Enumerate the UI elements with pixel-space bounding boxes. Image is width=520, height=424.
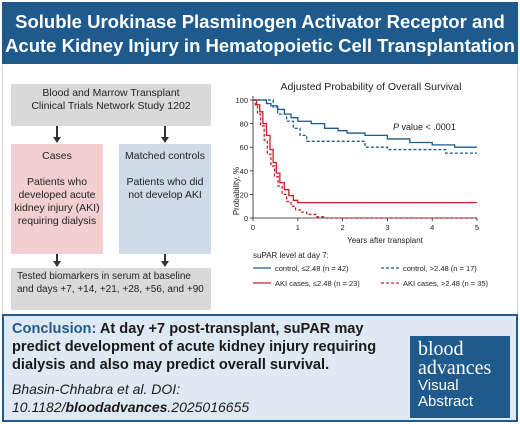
p-value-italic: P <box>393 122 399 132</box>
cases-box: Cases Patients who developed acute kidne… <box>11 144 103 254</box>
brand-line-1: blood <box>418 338 464 360</box>
citation: Bhasin-Chhabra et al. DOI: 10.1182/blood… <box>12 380 412 416</box>
x-tick-label: 0 <box>251 223 255 232</box>
y-tick-label: 40 <box>240 167 248 176</box>
cases-body: Patients who developed acute kidney inju… <box>14 176 100 227</box>
cases-heading: Cases <box>42 150 72 162</box>
arrow-study-controls-head <box>161 137 169 143</box>
arrow-controls-biomarkers-stem <box>164 254 166 262</box>
arrow-cases-biomarkers-head <box>53 261 61 267</box>
blood-advances-logo: blood advances Visual Abstract <box>410 336 510 418</box>
study-line-2: Clinical Trials Network Study 1202 <box>31 100 191 112</box>
legend-title: suPAR level at day 7: <box>253 251 329 260</box>
x-tick-label: 4 <box>430 223 434 232</box>
chart-title: Adjusted Probability of Overall Survival <box>281 81 462 93</box>
legend-label-4: AKI cases, >2.48 (n = 35) <box>403 279 489 288</box>
conclusion-body: At day +7 post-transplant, suPAR may pre… <box>12 321 377 373</box>
controls-box: Matched controls Patients who did not de… <box>119 144 211 254</box>
title-line-2: Acute Kidney Injury in Hematopoietic Cel… <box>5 35 515 56</box>
series-line-3 <box>253 99 477 204</box>
arrow-study-cases-head <box>53 137 61 143</box>
study-box: Blood and Marrow Transplant Clinical Tri… <box>11 84 211 126</box>
x-tick-label: 1 <box>296 223 300 232</box>
biomarker-box: Tested biomarkers in serum at baseline a… <box>11 268 211 310</box>
main-content: Blood and Marrow Transplant Clinical Tri… <box>2 66 518 314</box>
y-tick-label: 20 <box>240 190 248 199</box>
legend-label-2: control, >2.48 (n = 17) <box>403 264 477 273</box>
title-line-1: Soluble Urokinase Plasminogen Activator … <box>15 11 505 32</box>
controls-heading: Matched controls <box>125 150 205 162</box>
series-line-2 <box>253 99 477 154</box>
p-value-annotation: P value < .0001 <box>393 122 456 132</box>
conclusion-lead: Conclusion: <box>12 321 97 337</box>
x-tick-label: 3 <box>385 223 389 232</box>
x-tick-label: 2 <box>341 223 345 232</box>
y-axis-label: Probability, % <box>232 167 241 215</box>
conclusion-text: Conclusion: At day +7 post-transplant, s… <box>12 320 412 374</box>
brand-line-2: advances <box>418 357 492 379</box>
brand-line-4: Abstract <box>418 393 474 410</box>
legend-label-1: control, ≤2.48 (n = 42) <box>275 264 349 273</box>
y-tick-label: 100 <box>235 96 248 105</box>
legend-label-3: AKI cases, ≤2.48 (n = 23) <box>275 279 360 288</box>
arrow-controls-biomarkers-head <box>161 261 169 267</box>
y-tick-label: 0 <box>244 214 248 223</box>
brand-line-3: Visual <box>418 377 459 394</box>
survival-chart: Adjusted Probability of Overall Survival… <box>232 81 489 288</box>
plot-area: 0 20 40 60 80 100 0 1 2 3 4 5 <box>235 96 479 232</box>
study-line-1: Blood and Marrow Transplant <box>42 87 180 99</box>
x-axis-label: Years after transplant <box>347 236 424 245</box>
arrow-study-controls-stem <box>164 126 166 138</box>
y-tick-label: 60 <box>240 143 248 152</box>
citation-rest: .2025016655 <box>167 399 250 415</box>
x-tick-label: 5 <box>475 223 479 232</box>
y-tick-label: 80 <box>240 120 248 129</box>
conclusion-panel: Conclusion: At day +7 post-transplant, s… <box>2 314 518 422</box>
citation-journal: bloodadvances <box>65 399 168 415</box>
biomarker-text: Tested biomarkers in serum at baseline a… <box>17 271 204 295</box>
legend: control, ≤2.48 (n = 42) control, >2.48 (n… <box>253 264 489 288</box>
title-banner: Soluble Urokinase Plasminogen Activator … <box>2 2 518 64</box>
p-value-rest: value < .0001 <box>399 122 456 132</box>
citation-authors: Bhasin-Chhabra et al. DOI: 10.1182/ <box>12 381 181 415</box>
arrow-study-cases-stem <box>56 126 58 138</box>
arrow-cases-biomarkers-stem <box>56 254 58 262</box>
controls-body: Patients who did not develop AKI <box>126 176 204 201</box>
